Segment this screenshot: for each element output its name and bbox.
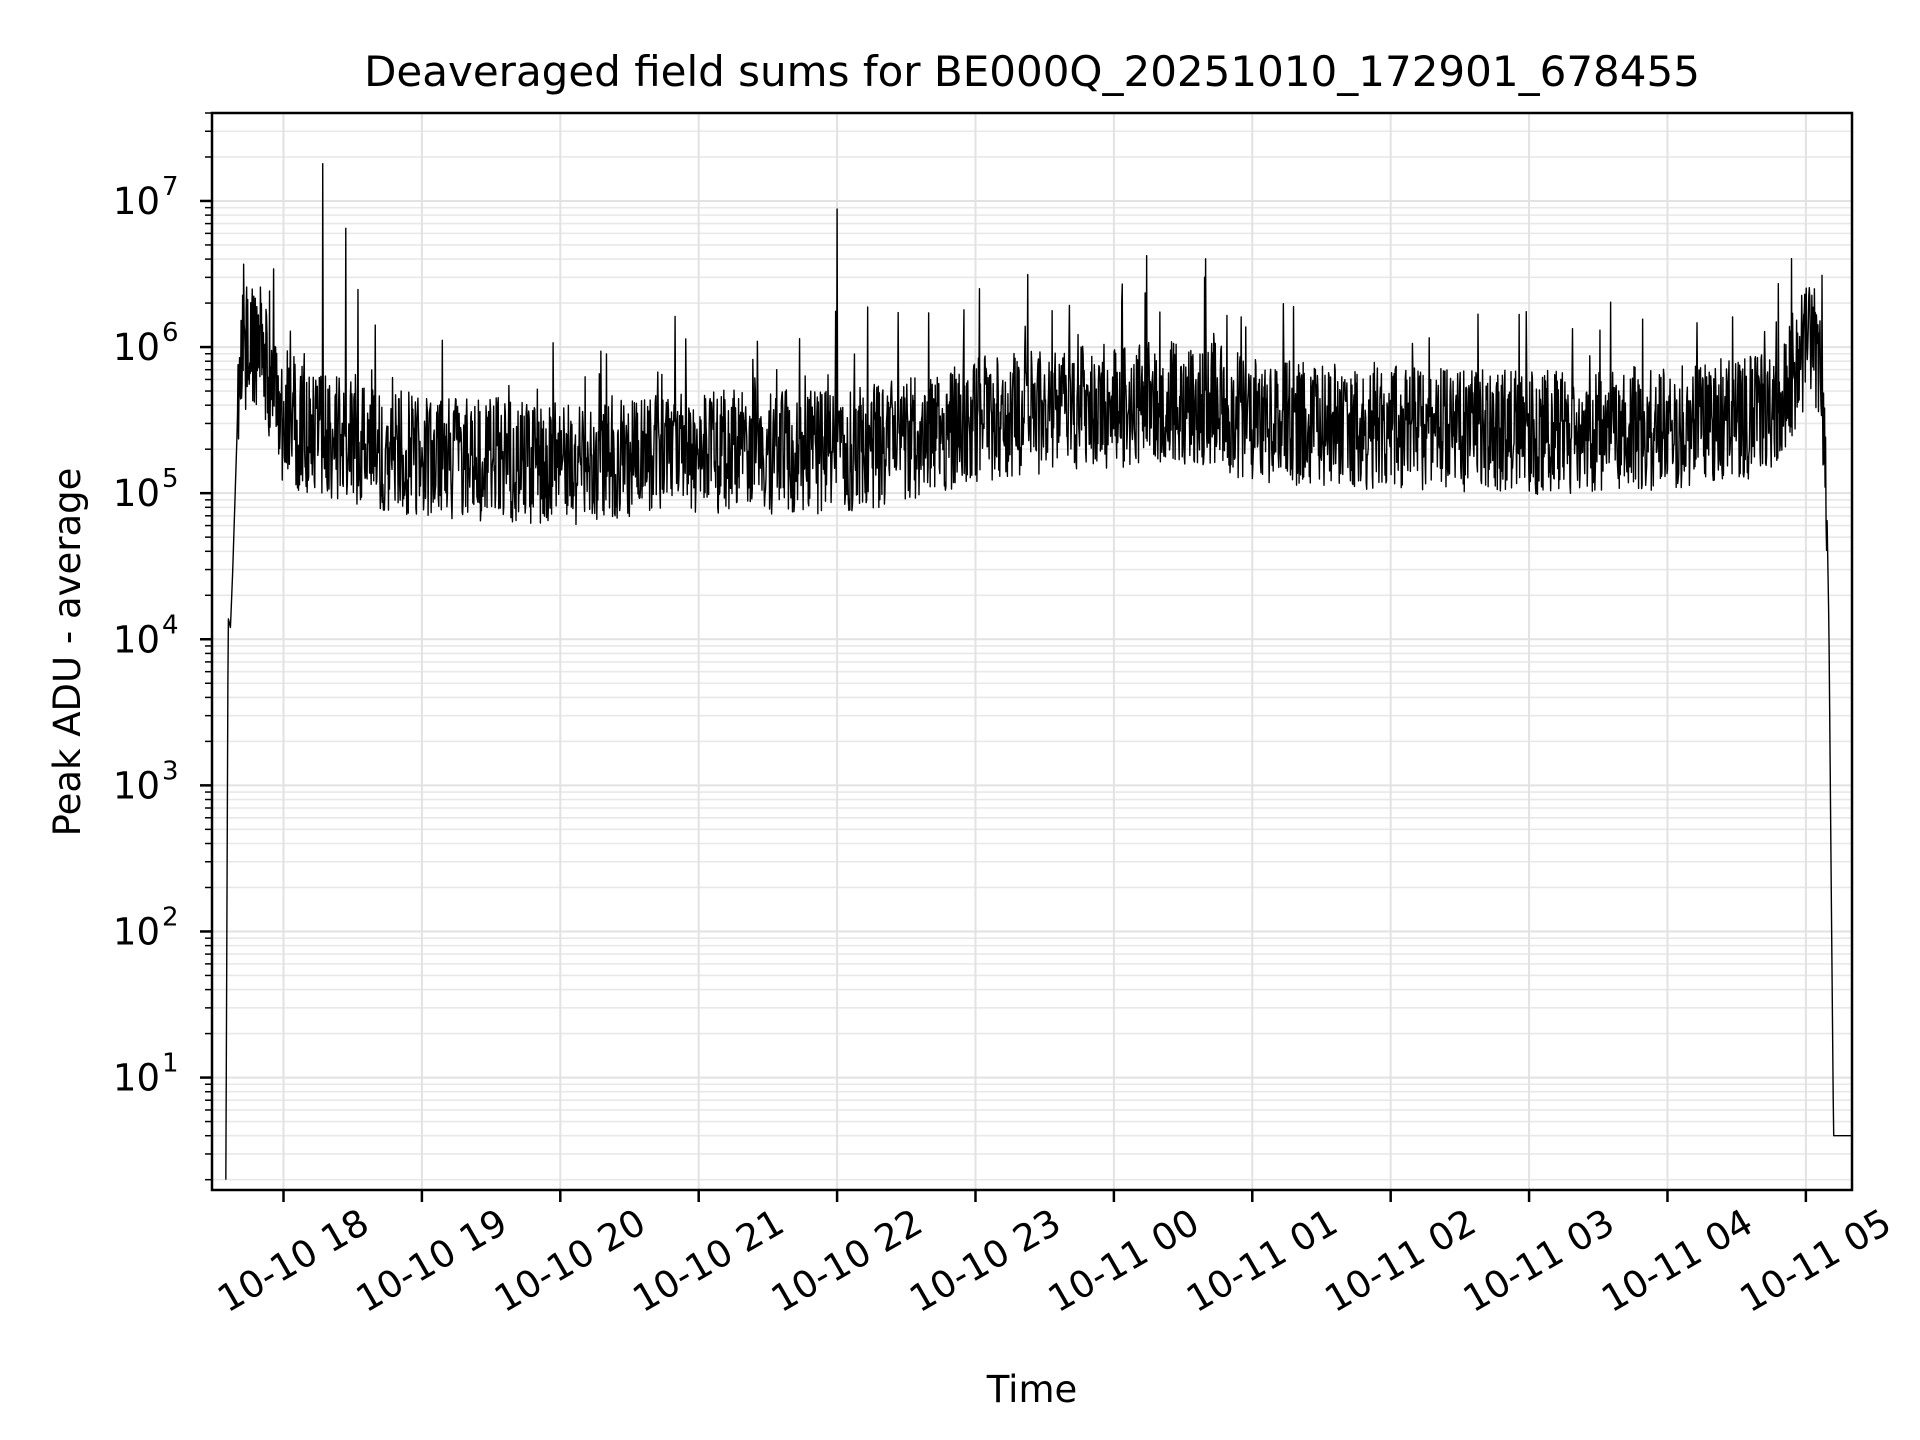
y-tick-label: 10 <box>113 1057 160 1100</box>
y-tick-exponent: 2 <box>162 902 179 932</box>
y-tick-exponent: 3 <box>162 756 179 786</box>
plot-frame <box>210 111 1854 1192</box>
y-tick-label: 10 <box>113 180 160 223</box>
y-tick-exponent: 7 <box>162 172 179 202</box>
y-tick-label: 10 <box>113 326 160 369</box>
grid <box>212 112 1852 1190</box>
y-tick-exponent: 6 <box>162 318 179 348</box>
y-tick-label: 10 <box>113 764 160 807</box>
chart-title: Deaveraged field sums for BE000Q_2025101… <box>364 47 1700 96</box>
y-axis-label: Peak ADU - average <box>46 468 89 837</box>
series-layer <box>225 162 1853 1180</box>
y-tick-label: 10 <box>113 472 160 515</box>
x-axis-label: Time <box>986 1368 1078 1411</box>
y-tick-exponent: 1 <box>162 1049 179 1079</box>
series-line <box>225 162 1853 1180</box>
y-tick-label: 10 <box>113 910 160 953</box>
y-tick-exponent: 5 <box>162 464 179 494</box>
y-tick-label: 10 <box>113 618 160 661</box>
y-tick-exponent: 4 <box>162 610 179 640</box>
